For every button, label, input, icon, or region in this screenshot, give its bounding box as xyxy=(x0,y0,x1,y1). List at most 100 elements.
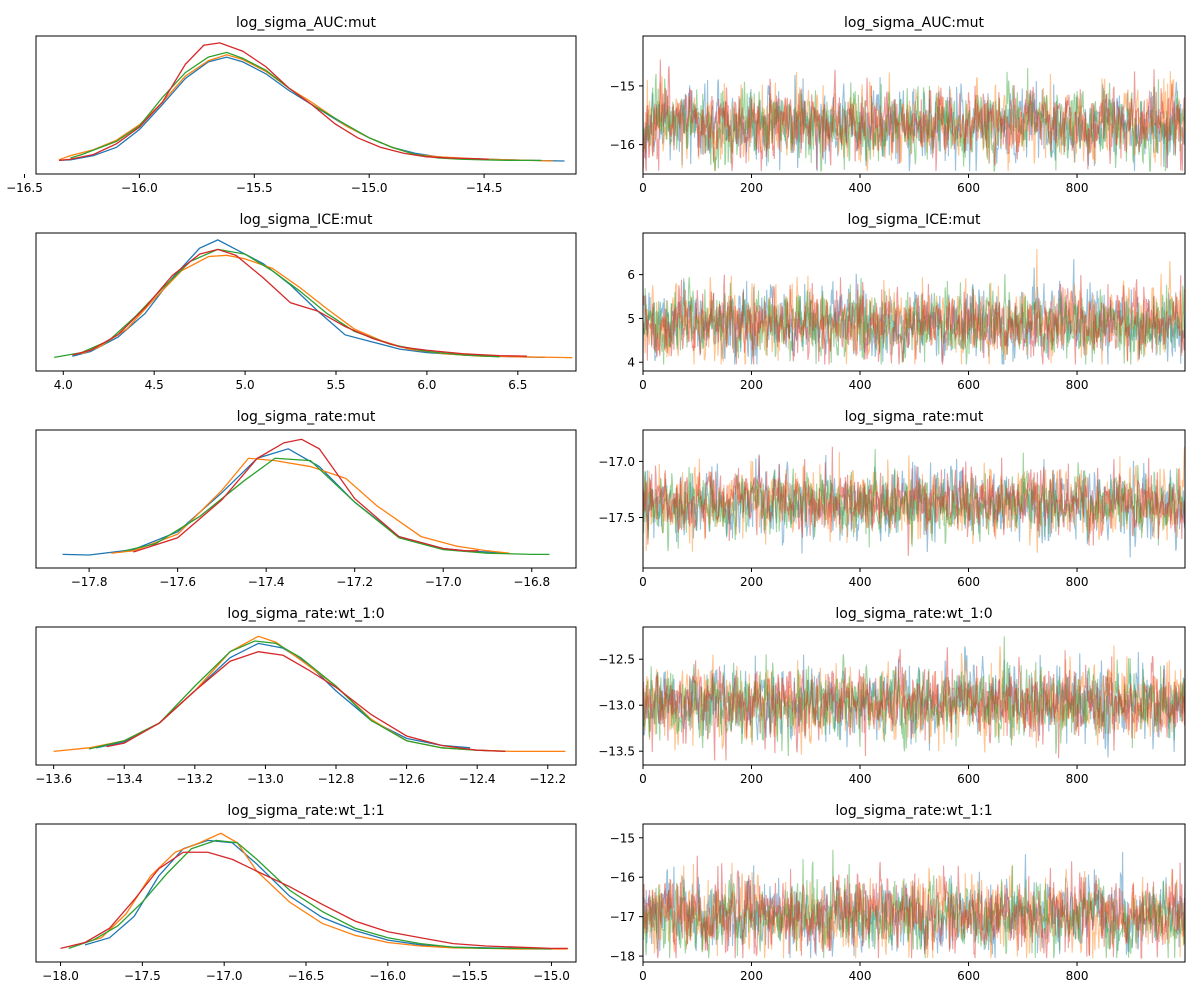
x-tick-label: −12.4 xyxy=(459,772,496,786)
y-tick-label: −12.5 xyxy=(598,653,635,667)
y-tick-label: 4 xyxy=(627,356,635,370)
x-tick-label: 5.0 xyxy=(236,378,255,392)
x-tick-label: −17.2 xyxy=(336,575,373,589)
x-tick-label: −16.5 xyxy=(6,181,43,195)
density-panel-title: log_sigma_rate:mut xyxy=(237,409,376,425)
trace-lines xyxy=(643,636,1185,760)
x-tick-label: 800 xyxy=(1066,772,1089,786)
trace-lines xyxy=(643,60,1185,171)
x-tick-label: 5.5 xyxy=(326,378,345,392)
x-tick-label: −16.0 xyxy=(121,181,158,195)
x-tick-label: −18.0 xyxy=(42,969,79,983)
x-tick-label: −13.4 xyxy=(106,772,143,786)
density-curve-chain-0 xyxy=(96,643,470,747)
density-curve-chain-1 xyxy=(77,833,568,949)
trace-panel-title: log_sigma_rate:wt_1:1 xyxy=(835,803,992,819)
x-tick-label: −17.4 xyxy=(248,575,285,589)
density-axes-frame xyxy=(36,36,576,174)
y-tick-label: −17.0 xyxy=(598,455,635,469)
x-tick-label: 400 xyxy=(849,969,872,983)
trace-panel: log_sigma_ICE:mut 4 5 6 0 200 400 600 800 xyxy=(627,212,1185,392)
x-tick-label: −15.5 xyxy=(236,181,273,195)
density-curve-chain-0 xyxy=(59,57,565,161)
x-tick-label: 6.0 xyxy=(417,378,436,392)
x-tick-label: 400 xyxy=(849,772,872,786)
y-tick-label: −13.5 xyxy=(598,745,635,759)
density-curve-chain-1 xyxy=(111,458,509,553)
x-tick-label: −14.5 xyxy=(466,181,503,195)
density-panel: log_sigma_rate:wt_1:1 −18.0 −17.5 −17.0 −16.… xyxy=(36,803,576,983)
x-tick-label: −17.8 xyxy=(71,575,108,589)
x-tick-label: 4.0 xyxy=(54,378,73,392)
density-curve-chain-2 xyxy=(70,52,541,160)
x-tick-label: −13.6 xyxy=(35,772,72,786)
x-tick-label: −12.6 xyxy=(388,772,425,786)
trace-panel: log_sigma_AUC:mut −16 −15 0 200 400 600 800 xyxy=(610,15,1185,195)
y-tick-label: −15 xyxy=(610,79,635,93)
x-tick-label: −15.0 xyxy=(351,181,388,195)
trace-panel-title: log_sigma_rate:mut xyxy=(845,409,984,425)
density-panel: log_sigma_AUC:mut −16.5 −16.0 −15.5 −15.0 −14… xyxy=(6,15,576,195)
trace-panel: log_sigma_rate:mut−17.5−17.00 200 400 600 80… xyxy=(598,409,1185,589)
x-tick-label: −16.0 xyxy=(369,969,406,983)
y-tick-label: −15 xyxy=(610,831,635,845)
density-curve-chain-3 xyxy=(59,43,489,160)
density-curve-chain-1 xyxy=(59,55,553,161)
x-tick-label: 0 xyxy=(639,772,647,786)
density-curve-chain-3 xyxy=(61,852,568,948)
trace-panel-title: log_sigma_ICE:mut xyxy=(847,212,981,228)
trace-panel-title: log_sigma_rate:wt_1:0 xyxy=(835,606,992,622)
x-tick-label: −15.0 xyxy=(533,969,570,983)
x-tick-label: −17.0 xyxy=(425,575,462,589)
density-curve-chain-3 xyxy=(133,439,478,552)
density-axes-frame xyxy=(36,233,576,371)
x-tick-label: 200 xyxy=(740,378,763,392)
density-curve-chain-1 xyxy=(54,636,566,751)
x-tick-label: 800 xyxy=(1066,575,1089,589)
trace-lines xyxy=(643,447,1185,558)
y-tick-label: 5 xyxy=(627,312,635,326)
x-tick-label: 200 xyxy=(740,969,763,983)
x-tick-label: −17.5 xyxy=(124,969,161,983)
density-panel-title: log_sigma_ICE:mut xyxy=(239,212,373,228)
x-tick-label: −13.0 xyxy=(247,772,284,786)
x-tick-label: 200 xyxy=(740,181,763,195)
x-tick-label: −17.0 xyxy=(206,969,243,983)
x-tick-label: 400 xyxy=(849,575,872,589)
density-axes-frame xyxy=(36,430,576,568)
density-curve-chain-0 xyxy=(85,840,543,948)
x-tick-label: −12.8 xyxy=(318,772,355,786)
x-tick-label: 4.5 xyxy=(145,378,164,392)
density-curve-chain-2 xyxy=(54,249,499,357)
y-tick-label: −17.5 xyxy=(598,511,635,525)
trace-line-chain-2 xyxy=(643,449,1185,551)
y-tick-label: 6 xyxy=(627,268,635,282)
density-panel: log_sigma_rate:mut −17.8 −17.6 −17.4 −17.2 −1… xyxy=(36,409,576,589)
density-panel: log_sigma_ICE:mut 4.0 4.5 5.0 5.5 6.0 6.5 xyxy=(36,212,576,392)
x-tick-label: −12.2 xyxy=(529,772,566,786)
x-tick-label: −17.6 xyxy=(159,575,196,589)
x-tick-label: 0 xyxy=(639,181,647,195)
x-tick-label: −16.8 xyxy=(513,575,550,589)
trace-panel-title: log_sigma_AUC:mut xyxy=(844,15,984,31)
x-tick-label: 0 xyxy=(639,378,647,392)
x-tick-label: 6.5 xyxy=(508,378,527,392)
y-tick-label: −16 xyxy=(610,138,635,152)
x-tick-label: 600 xyxy=(957,575,980,589)
x-tick-label: 600 xyxy=(957,181,980,195)
y-tick-label: −16 xyxy=(610,871,635,885)
x-tick-label: 800 xyxy=(1066,378,1089,392)
x-tick-label: 200 xyxy=(740,772,763,786)
density-curve-chain-3 xyxy=(107,652,506,752)
x-tick-label: 600 xyxy=(957,969,980,983)
y-tick-label: −13.0 xyxy=(598,699,635,713)
x-tick-label: 600 xyxy=(957,772,980,786)
trace-panel: log_sigma_rate:wt_1:1 −18 −17 −16 −15 0 200 400… xyxy=(610,803,1185,983)
x-tick-label: 600 xyxy=(957,378,980,392)
x-tick-label: 800 xyxy=(1066,969,1089,983)
density-curve-chain-1 xyxy=(81,255,572,357)
density-axes-frame xyxy=(36,824,576,962)
x-tick-label: −16.5 xyxy=(288,969,325,983)
x-tick-label: 200 xyxy=(740,575,763,589)
